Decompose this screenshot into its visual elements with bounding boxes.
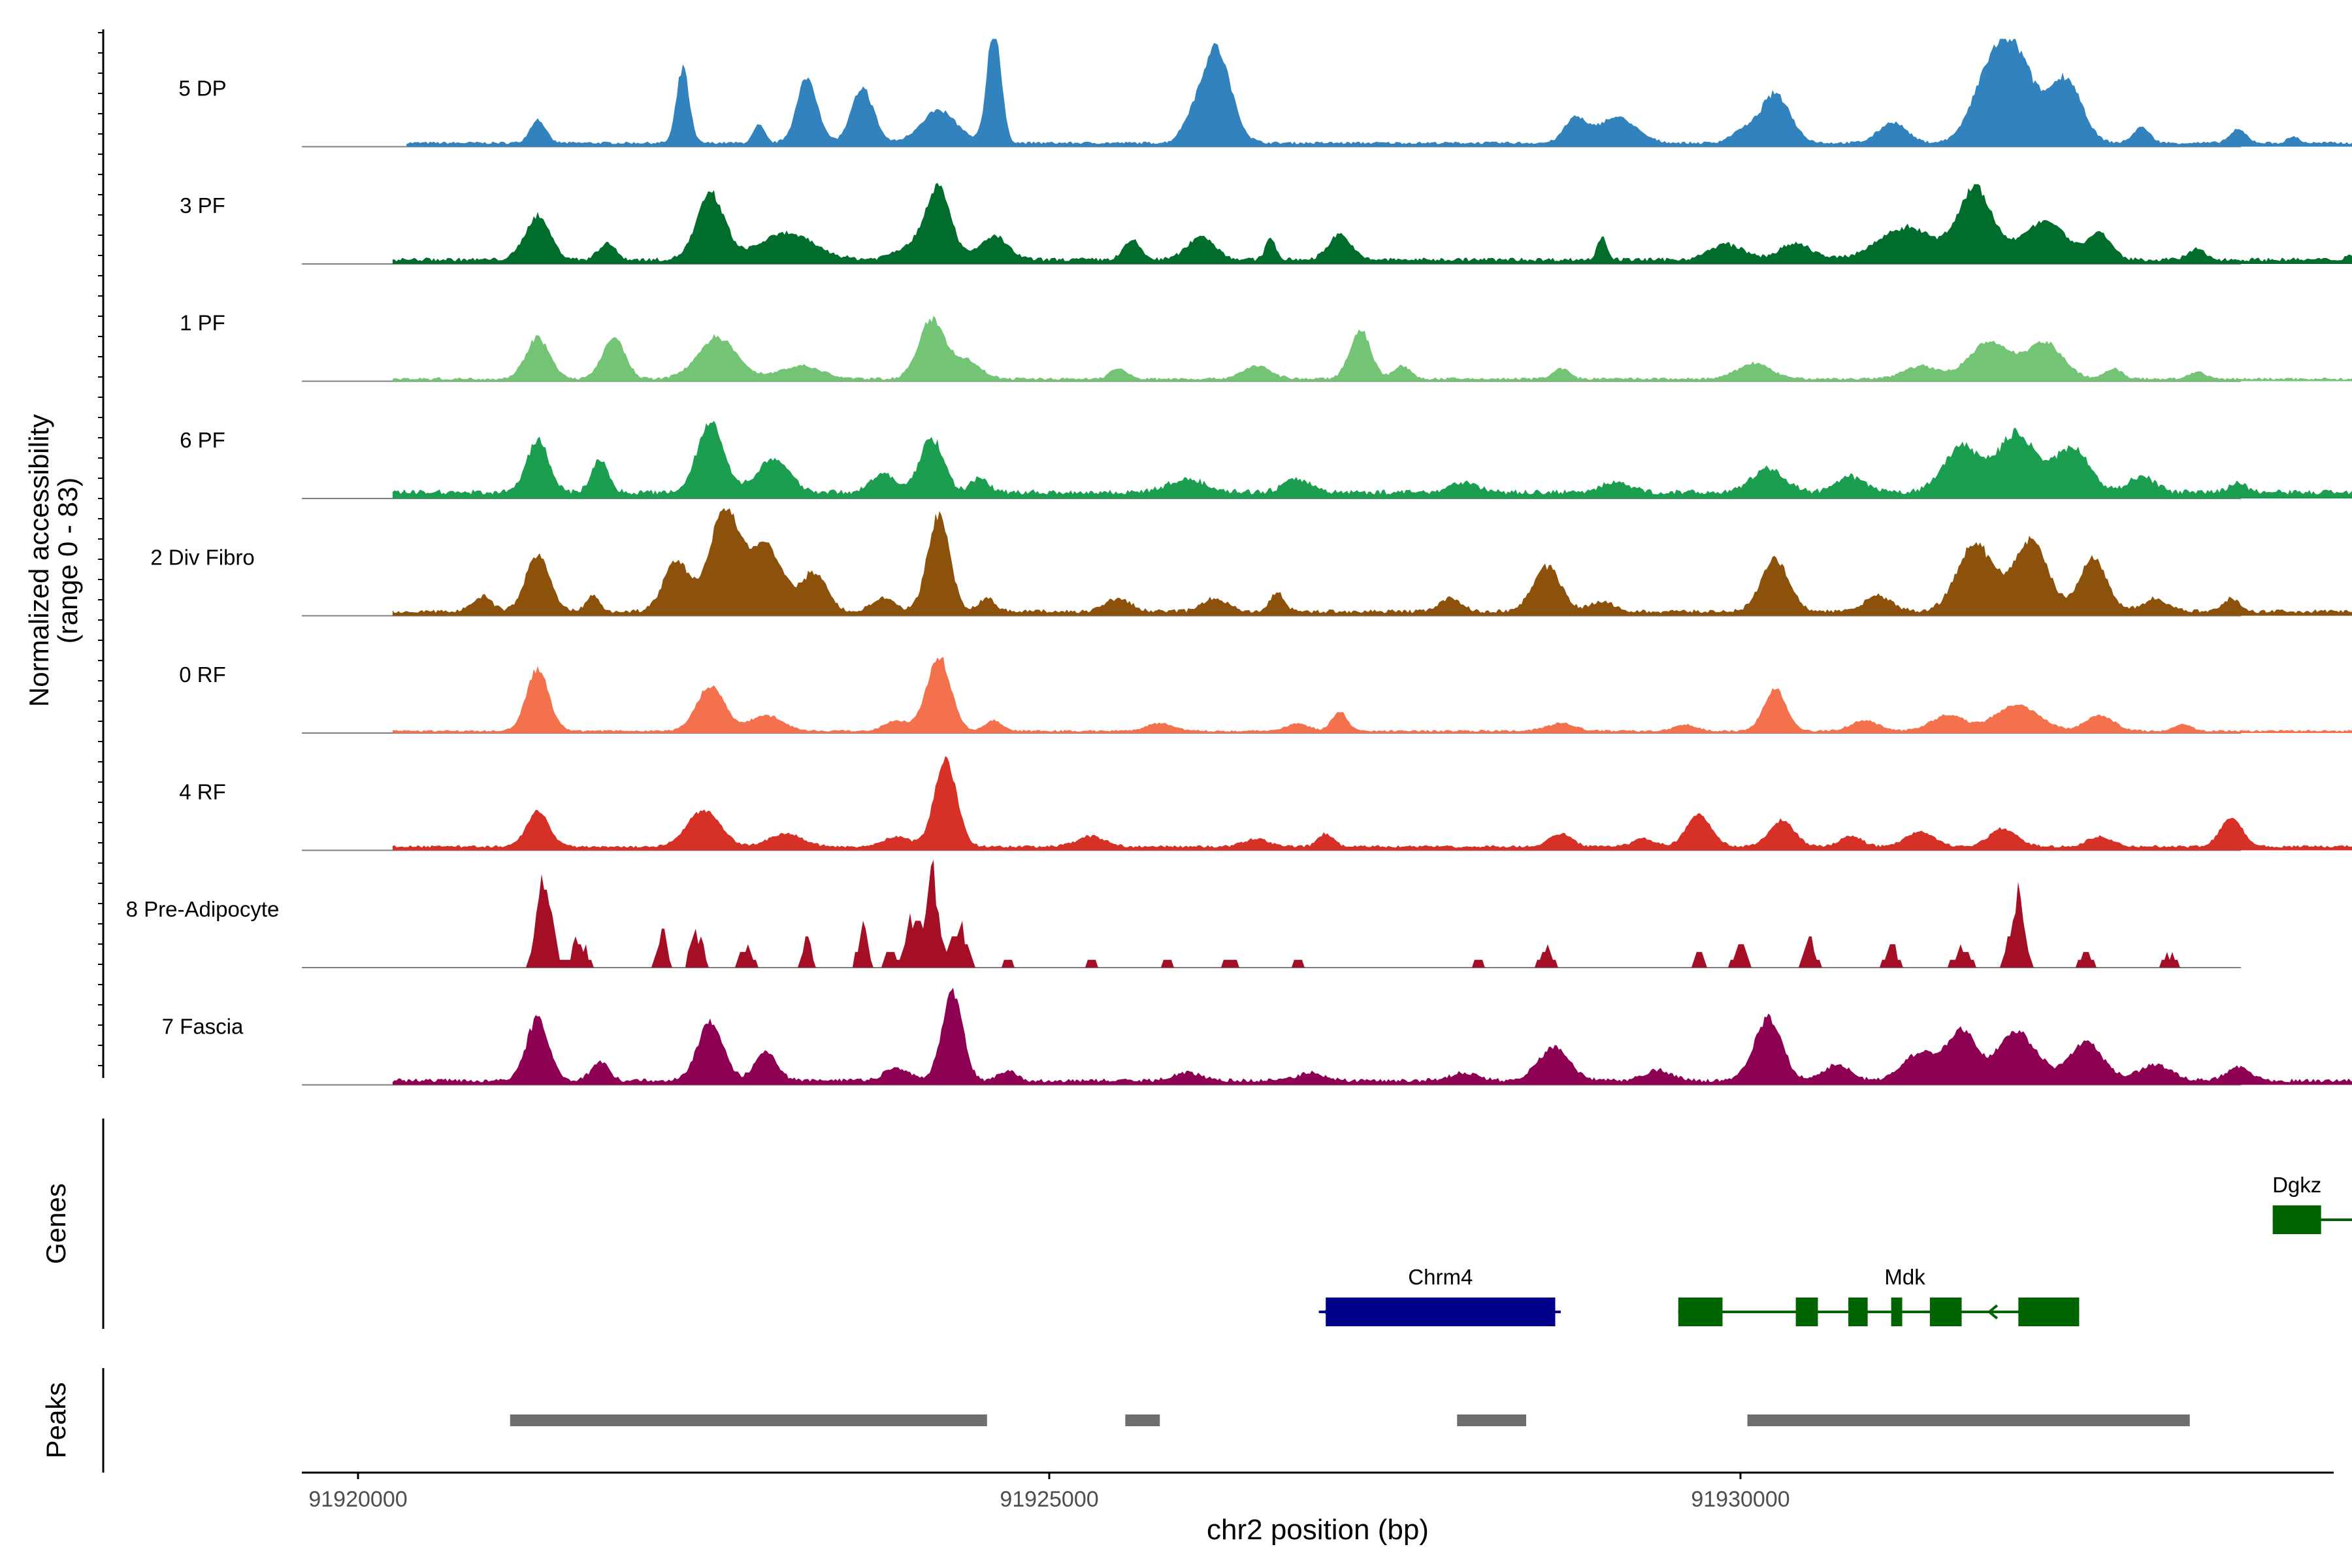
gene-exon — [1326, 1298, 1556, 1326]
track-4-rf: 4 RF — [179, 756, 2352, 851]
strand-arrow — [1323, 1304, 1334, 1320]
track-label: 4 RF — [179, 780, 226, 804]
y-axis-label-line1: Normalized accessibility — [24, 414, 54, 707]
gene-mdk: Mdk — [1678, 1265, 2080, 1326]
track-7-fascia: 7 Fascia — [162, 987, 2352, 1086]
peaks-track — [510, 1414, 2190, 1426]
gene-label: Chrm4 — [1408, 1265, 1473, 1289]
gene-label: Dgkz — [2272, 1173, 2321, 1197]
track-8-pre-adipocyte: 8 Pre-Adipocyte — [126, 860, 2352, 968]
track-label: 1 PF — [180, 311, 225, 335]
track-area — [392, 183, 2352, 264]
track-label: 3 PF — [180, 193, 225, 218]
gene-exon — [1678, 1298, 1723, 1326]
coverage-y-ticks — [98, 32, 103, 1066]
track-area — [392, 860, 2352, 968]
track-area — [392, 987, 2352, 1085]
track-area — [392, 657, 2352, 733]
track-label: 5 DP — [178, 76, 226, 101]
track-2-div-fibro: 2 Div Fibro — [150, 508, 2352, 617]
x-tick-label: 91925000 — [1000, 1487, 1098, 1512]
track-label: 0 RF — [179, 662, 226, 687]
gene-label: Mdk — [1884, 1265, 1925, 1289]
genes-panel-label: Genes — [41, 1183, 71, 1264]
gene-exon — [1795, 1298, 1818, 1326]
track-1-pf: 1 PF — [180, 311, 2352, 382]
track-label: 8 Pre-Adipocyte — [126, 897, 280, 921]
track-5-dp: 5 DP — [178, 39, 2352, 148]
gene-chrm4: Chrm4 — [1318, 1265, 1561, 1326]
track-6-pf: 6 PF — [180, 421, 2352, 499]
peak-region — [1125, 1414, 1160, 1426]
genes-track: Dgkz Chrm4 Mdk — [1318, 1173, 2352, 1326]
track-area — [392, 508, 2352, 616]
track-area — [406, 39, 2352, 147]
gene-exon — [1891, 1298, 1903, 1326]
track-3-pf: 3 PF — [180, 183, 2352, 265]
track-label: 6 PF — [180, 428, 225, 452]
peak-region — [510, 1414, 987, 1426]
gene-exon — [2018, 1298, 2080, 1326]
gene-exon — [2272, 1205, 2321, 1234]
x-tick-label: 91920000 — [308, 1487, 407, 1512]
x-axis-ticks: 91920000 91925000 91930000 — [308, 1473, 1790, 1512]
strand-arrow — [1987, 1304, 1999, 1320]
track-area — [392, 316, 2352, 382]
x-tick-label: 91930000 — [1691, 1487, 1789, 1512]
track-label: 2 Div Fibro — [150, 546, 255, 570]
track-label: 7 Fascia — [162, 1015, 244, 1039]
peaks-panel-label: Peaks — [41, 1382, 71, 1459]
gene-exon — [1929, 1298, 1962, 1326]
track-area — [392, 421, 2352, 498]
track-0-rf: 0 RF — [179, 657, 2352, 734]
gene-exon — [1848, 1298, 1868, 1326]
gene-dgkz: Dgkz — [2272, 1173, 2352, 1234]
x-axis-label: chr2 position (bp) — [1207, 1514, 1429, 1546]
coverage-tracks: 5 DP 3 PF 1 PF 6 PF 2 Div Fibro 0 RF 4 RF 8 Pre… — [126, 39, 2352, 1086]
peak-region — [1747, 1414, 2190, 1426]
track-area — [392, 756, 2352, 851]
peak-region — [1457, 1414, 1527, 1426]
y-axis-label-line2: (range 0 - 83) — [52, 478, 83, 644]
